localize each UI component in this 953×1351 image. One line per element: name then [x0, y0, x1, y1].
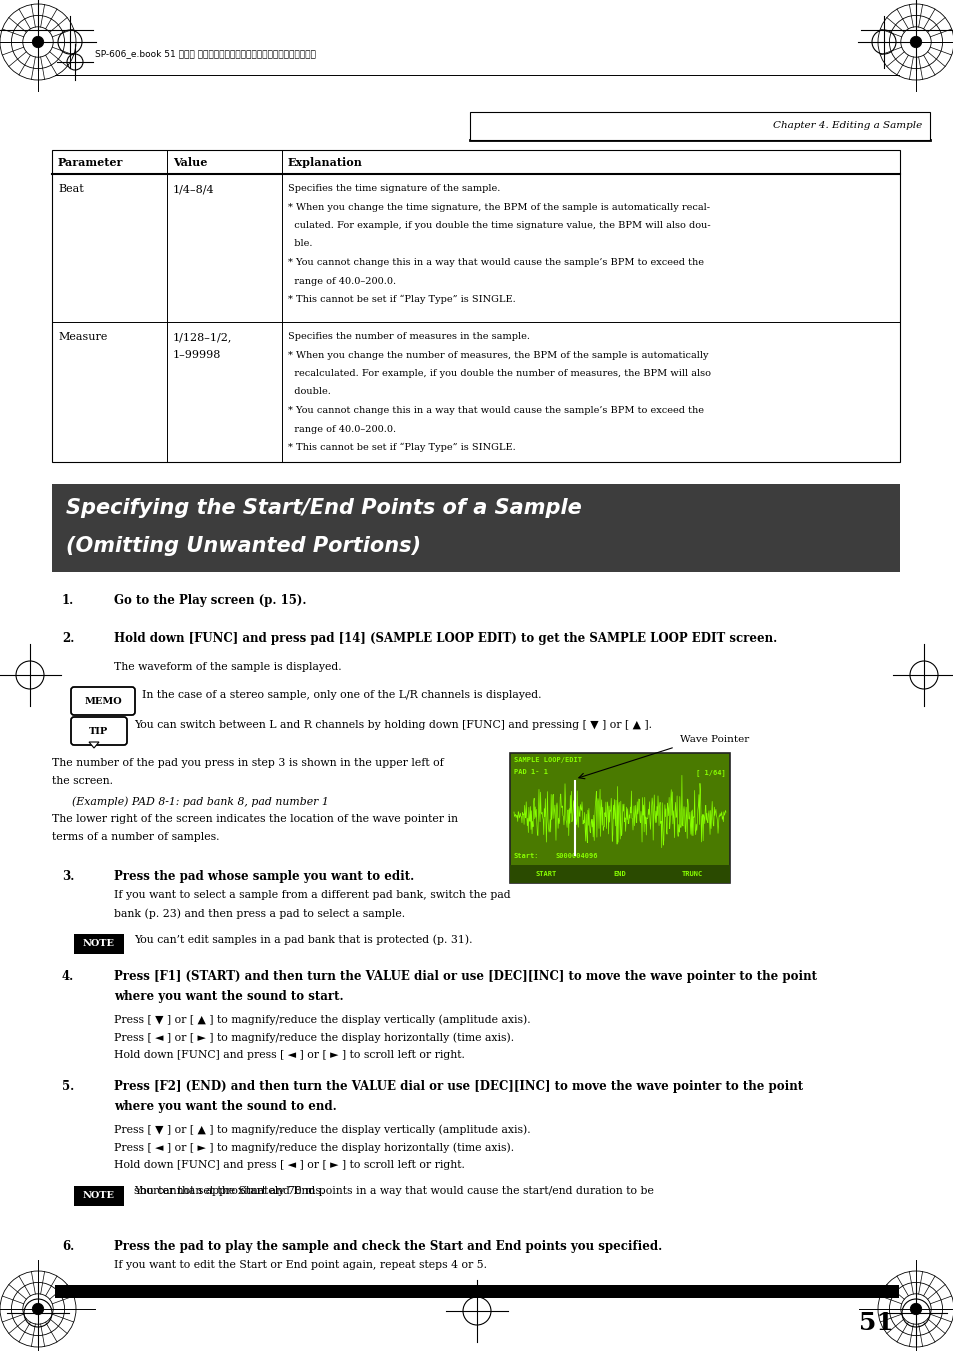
Text: START: START: [536, 871, 557, 877]
Text: Press the pad to play the sample and check the Start and End points you specifie: Press the pad to play the sample and che…: [113, 1240, 661, 1252]
Text: Press [F2] (END) and then turn the VALUE dial or use [DEC][INC] to move the wave: Press [F2] (END) and then turn the VALUE…: [113, 1079, 802, 1093]
Text: END: END: [613, 871, 625, 877]
Text: shorter than approximately 70 ms.: shorter than approximately 70 ms.: [133, 1186, 324, 1196]
Text: Press [ ◄ ] or [ ► ] to magnify/reduce the display horizontally (time axis).: Press [ ◄ ] or [ ► ] to magnify/reduce t…: [113, 1032, 514, 1043]
Text: 6.: 6.: [62, 1240, 74, 1252]
Text: where you want the sound to start.: where you want the sound to start.: [113, 990, 343, 1002]
Text: Parameter: Parameter: [58, 157, 123, 168]
Text: 3.: 3.: [62, 870, 74, 884]
Text: The number of the pad you press in step 3 is shown in the upper left of: The number of the pad you press in step …: [52, 758, 443, 767]
Text: You cannot set the Start and End points in a way that would cause the start/end : You cannot set the Start and End points …: [133, 1186, 653, 1196]
Text: NOTE: NOTE: [83, 939, 115, 948]
Text: 1–99998: 1–99998: [172, 350, 221, 359]
Text: Value: Value: [172, 157, 207, 168]
Text: [ 1/64]: [ 1/64]: [696, 769, 725, 775]
Text: range of 40.0–200.0.: range of 40.0–200.0.: [288, 277, 395, 285]
Text: Wave Pointer: Wave Pointer: [679, 735, 748, 744]
Bar: [510, 753, 729, 884]
Text: terms of a number of samples.: terms of a number of samples.: [52, 832, 219, 842]
Text: (Omitting Unwanted Portions): (Omitting Unwanted Portions): [66, 536, 420, 557]
Text: Press [ ▼ ] or [ ▲ ] to magnify/reduce the display vertically (amplitude axis).: Press [ ▼ ] or [ ▲ ] to magnify/reduce t…: [113, 1015, 530, 1024]
Text: You can’t edit samples in a pad bank that is protected (p. 31).: You can’t edit samples in a pad bank tha…: [133, 934, 472, 944]
Text: Press [F1] (START) and then turn the VALUE dial or use [DEC][INC] to move the wa: Press [F1] (START) and then turn the VAL…: [113, 970, 816, 984]
Bar: [74, 1186, 124, 1206]
Text: culated. For example, if you double the time signature value, the BPM will also : culated. For example, if you double the …: [288, 222, 710, 230]
Text: The waveform of the sample is displayed.: The waveform of the sample is displayed.: [113, 662, 341, 671]
Circle shape: [32, 36, 44, 47]
Text: Press [ ◄ ] or [ ► ] to magnify/reduce the display horizontally (time axis).: Press [ ◄ ] or [ ► ] to magnify/reduce t…: [113, 1142, 514, 1152]
Text: If you want to edit the Start or End point again, repeat steps 4 or 5.: If you want to edit the Start or End poi…: [113, 1260, 486, 1270]
Bar: [55, 1285, 898, 1298]
Text: * You cannot change this in a way that would cause the sample’s BPM to exceed th: * You cannot change this in a way that w…: [288, 407, 703, 415]
Bar: [470, 112, 929, 141]
Bar: [74, 934, 124, 954]
Text: Chapter 4. Editing a Sample: Chapter 4. Editing a Sample: [772, 122, 921, 131]
Text: * When you change the time signature, the BPM of the sample is automatically rec: * When you change the time signature, th…: [288, 203, 709, 212]
Text: Hold down [FUNC] and press [ ◄ ] or [ ► ] to scroll left or right.: Hold down [FUNC] and press [ ◄ ] or [ ► …: [113, 1161, 464, 1170]
Text: double.: double.: [288, 388, 331, 396]
Text: Beat: Beat: [58, 184, 84, 195]
Text: Press the pad whose sample you want to edit.: Press the pad whose sample you want to e…: [113, 870, 414, 884]
Text: the screen.: the screen.: [52, 775, 112, 786]
Text: Explanation: Explanation: [288, 157, 362, 168]
Text: 1/4–8/4: 1/4–8/4: [172, 184, 214, 195]
Polygon shape: [89, 742, 99, 748]
Bar: [510, 865, 729, 884]
Bar: [52, 150, 899, 462]
Text: SAMPLE LOOP/EDIT: SAMPLE LOOP/EDIT: [514, 757, 581, 763]
FancyBboxPatch shape: [71, 688, 135, 715]
Text: ble.: ble.: [288, 239, 313, 249]
Text: where you want the sound to end.: where you want the sound to end.: [113, 1100, 336, 1113]
Text: Specifies the number of measures in the sample.: Specifies the number of measures in the …: [288, 332, 530, 340]
Text: 1/128–1/2,: 1/128–1/2,: [172, 332, 233, 342]
Text: * You cannot change this in a way that would cause the sample’s BPM to exceed th: * You cannot change this in a way that w…: [288, 258, 703, 267]
Text: PAD 1- 1: PAD 1- 1: [514, 769, 547, 775]
Circle shape: [909, 36, 921, 47]
Text: * This cannot be set if “Play Type” is SINGLE.: * This cannot be set if “Play Type” is S…: [288, 295, 516, 304]
Text: Go to the Play screen (p. 15).: Go to the Play screen (p. 15).: [113, 594, 306, 607]
Text: TRUNC: TRUNC: [681, 871, 702, 877]
Text: (Example) PAD 8-1: pad bank 8, pad number 1: (Example) PAD 8-1: pad bank 8, pad numbe…: [71, 796, 329, 807]
Text: You can switch between L and R channels by holding down [FUNC] and pressing [ ▼ : You can switch between L and R channels …: [133, 720, 651, 730]
Text: The lower right of the screen indicates the location of the wave pointer in: The lower right of the screen indicates …: [52, 815, 457, 824]
Text: recalculated. For example, if you double the number of measures, the BPM will al: recalculated. For example, if you double…: [288, 369, 710, 378]
Text: Hold down [FUNC] and press pad [14] (SAMPLE LOOP EDIT) to get the SAMPLE LOOP ED: Hold down [FUNC] and press pad [14] (SAM…: [113, 632, 777, 644]
Text: Press [ ▼ ] or [ ▲ ] to magnify/reduce the display vertically (amplitude axis).: Press [ ▼ ] or [ ▲ ] to magnify/reduce t…: [113, 1124, 530, 1135]
Text: NOTE: NOTE: [83, 1192, 115, 1201]
Text: Specifies the time signature of the sample.: Specifies the time signature of the samp…: [288, 184, 500, 193]
Circle shape: [909, 1304, 921, 1315]
Bar: [52, 484, 899, 571]
Text: If you want to select a sample from a different pad bank, switch the pad: If you want to select a sample from a di…: [113, 890, 510, 900]
Text: Measure: Measure: [58, 332, 108, 342]
FancyBboxPatch shape: [71, 717, 127, 744]
Text: Start:: Start:: [514, 852, 539, 859]
Text: 51: 51: [859, 1310, 893, 1335]
Text: In the case of a stereo sample, only one of the L/R channels is displayed.: In the case of a stereo sample, only one…: [142, 690, 541, 700]
Text: SP-606_e.book 51 ページ ２００４年６月２１日　月曜日　午前１０晎８分: SP-606_e.book 51 ページ ２００４年６月２１日 月曜日 午前１０…: [95, 49, 315, 58]
Circle shape: [32, 1304, 44, 1315]
Text: 4.: 4.: [62, 970, 74, 984]
Text: 2.: 2.: [62, 632, 74, 644]
Text: 5.: 5.: [62, 1079, 74, 1093]
Text: MEMO: MEMO: [84, 697, 122, 705]
Text: TIP: TIP: [90, 727, 109, 735]
Text: S000004096: S000004096: [556, 852, 598, 859]
Text: Specifying the Start/End Points of a Sample: Specifying the Start/End Points of a Sam…: [66, 499, 581, 517]
Text: Hold down [FUNC] and press [ ◄ ] or [ ► ] to scroll left or right.: Hold down [FUNC] and press [ ◄ ] or [ ► …: [113, 1050, 464, 1061]
Text: * This cannot be set if “Play Type” is SINGLE.: * This cannot be set if “Play Type” is S…: [288, 443, 516, 453]
Text: range of 40.0–200.0.: range of 40.0–200.0.: [288, 424, 395, 434]
Text: * When you change the number of measures, the BPM of the sample is automatically: * When you change the number of measures…: [288, 350, 708, 359]
Text: bank (p. 23) and then press a pad to select a sample.: bank (p. 23) and then press a pad to sel…: [113, 908, 405, 919]
Text: 1.: 1.: [62, 594, 74, 607]
